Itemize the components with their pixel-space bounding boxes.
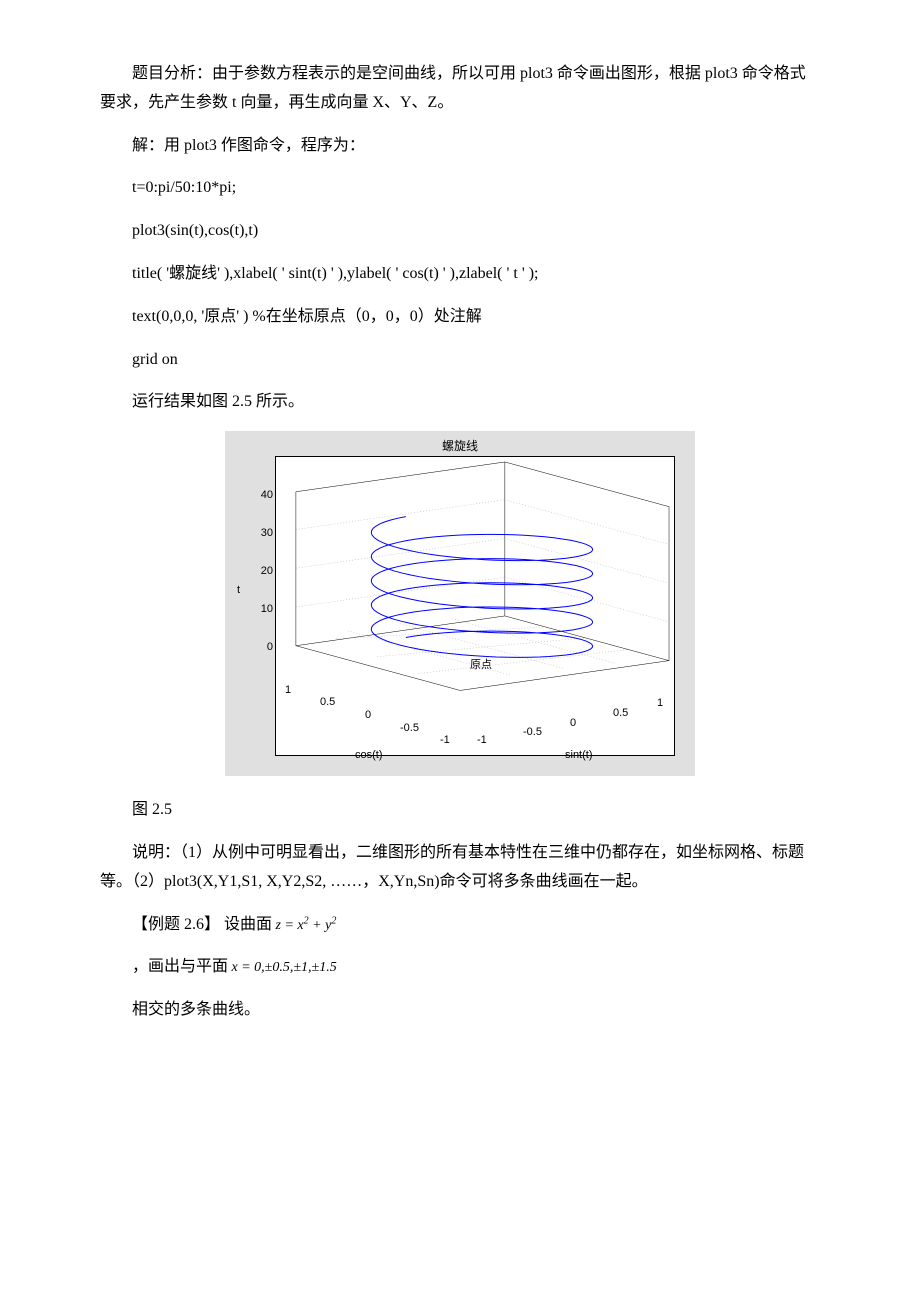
matlab-3d-plot: 螺旋线 t 40 30 20 10 0 www.bdocx.com (225, 431, 695, 776)
x-tick: 0.5 (613, 704, 628, 724)
equation-surface: z = x2 + y2 (272, 918, 336, 933)
y-tick: 0 (365, 706, 371, 726)
origin-annotation: 原点 (470, 656, 492, 676)
analysis-paragraph: 题目分析：由于参数方程表示的是空间曲线，所以可用 plot3 命令画出图形，根据… (100, 60, 820, 118)
result-intro: 运行结果如图 2.5 所示。 (100, 388, 820, 417)
code-line-2: plot3(sin(t),cos(t),t) (100, 217, 820, 246)
y-tick: 0.5 (320, 693, 335, 713)
y-tick: -0.5 (400, 719, 419, 739)
y-tick: 1 (285, 681, 291, 701)
x-tick: -1 (477, 731, 487, 751)
z-axis-label: t (237, 581, 240, 601)
code-line-5: grid on (100, 346, 820, 375)
example-plane: ，画出与平面 x = 0,±0.5,±1,±1.5 (100, 953, 820, 982)
example-tail: 相交的多条曲线。 (100, 996, 820, 1025)
x-tick: 1 (657, 694, 663, 714)
example-prefix: 【例题 2.6】 设曲面 (132, 916, 272, 933)
explanation-paragraph: 说明：（1）从例中可明显看出，二维图形的所有基本特性在三维中仍都存在，如坐标网格… (100, 839, 820, 897)
figure-caption: 图 2.5 (100, 796, 820, 825)
plot-title: 螺旋线 (442, 436, 478, 458)
plane-prefix: ，画出与平面 (132, 958, 228, 975)
z-tick: 0 (267, 638, 273, 658)
code-line-4: text(0,0,0, '原点' ) %在坐标原点（0，0，0）处注解 (100, 303, 820, 332)
x-axis-label: sint(t) (565, 746, 593, 766)
y-tick: -1 (440, 731, 450, 751)
y-axis-label: cos(t) (355, 746, 383, 766)
z-tick: 30 (261, 524, 273, 544)
code-line-1: t=0:pi/50:10*pi; (100, 174, 820, 203)
z-tick: 20 (261, 562, 273, 582)
solution-intro: 解：用 plot3 作图命令，程序为： (100, 132, 820, 161)
x-tick: 0 (570, 714, 576, 734)
code-line-3: title( '螺旋线' ),xlabel( ' sint(t) ' ),yla… (100, 260, 820, 289)
example-2-6: 【例题 2.6】 设曲面 z = x2 + y2 (100, 911, 820, 940)
equation-plane: x = 0,±0.5,±1,±1.5 (228, 960, 337, 975)
z-tick: 10 (261, 600, 273, 620)
x-tick: -0.5 (523, 723, 542, 743)
z-tick: 40 (261, 486, 273, 506)
figure-container: 螺旋线 t 40 30 20 10 0 www.bdocx.com (100, 431, 820, 776)
